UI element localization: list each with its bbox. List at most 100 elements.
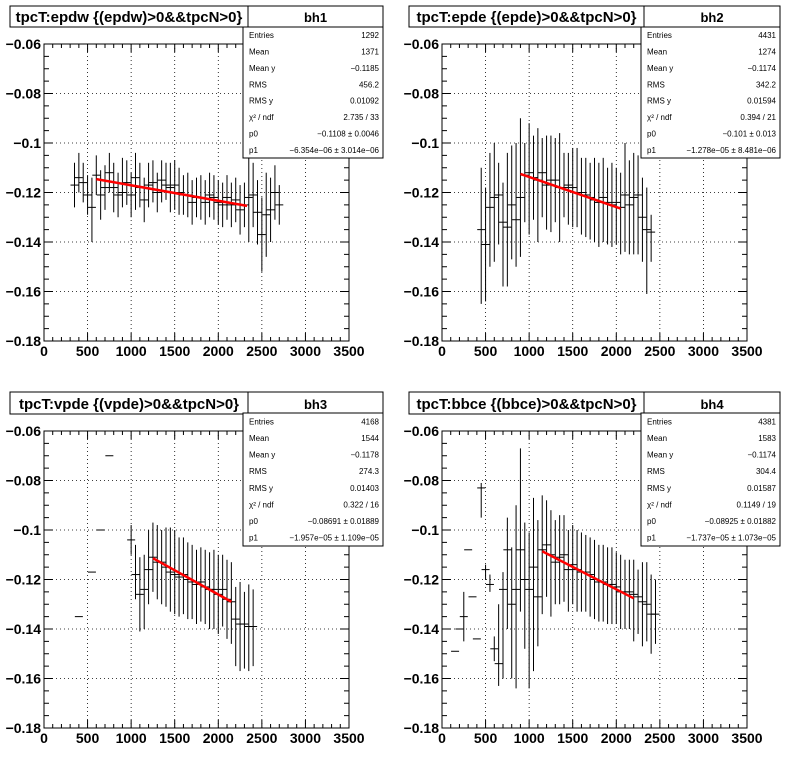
- stat-value: 0.01403: [350, 484, 379, 493]
- stat-value: 1544: [361, 434, 379, 443]
- data-point: [503, 517, 512, 629]
- stat-label: Mean y: [647, 451, 673, 460]
- stat-value: 1274: [758, 48, 776, 57]
- data-point: [148, 160, 157, 203]
- stat-value: −0.08691 ± 0.01889: [308, 517, 380, 526]
- data-point: [166, 527, 175, 612]
- data-point: [564, 530, 573, 612]
- data-point: [477, 482, 486, 518]
- y-tick-label: −0.1: [13, 522, 41, 538]
- data-point: [638, 562, 647, 647]
- plot-title: tpcT:bbce {(bbce)>0&&tpcN>0}: [416, 396, 636, 413]
- stat-value: 456.2: [359, 80, 380, 89]
- stat-value: −0.1178: [350, 451, 379, 460]
- stat-label: RMS y: [647, 484, 671, 493]
- data-point: [533, 520, 542, 647]
- stat-value: 304.4: [756, 467, 777, 476]
- data-point: [231, 586, 240, 667]
- stat-label: RMS: [647, 80, 665, 89]
- y-tick-label: −0.1: [13, 135, 41, 151]
- data-point: [494, 162, 503, 245]
- stat-value: 2.735 / 33: [343, 113, 379, 122]
- data-point: [209, 175, 218, 220]
- stats-box: [242, 26, 384, 159]
- data-point: [625, 160, 634, 255]
- stat-label: p0: [249, 129, 258, 138]
- data-point: [634, 569, 643, 634]
- data-point: [459, 591, 468, 642]
- stat-label: Entries: [249, 31, 274, 40]
- data-point: [499, 572, 507, 679]
- stat-label: RMS: [647, 467, 665, 476]
- y-tick-label: −0.18: [6, 333, 42, 349]
- data-point: [249, 162, 258, 228]
- x-tick-label: 3500: [333, 730, 364, 746]
- y-tick-label: −0.14: [6, 621, 42, 637]
- chart-panel-bh1: 0 500 1000 1500 2000 2500 3000 3500 −0.06 −0.08 −0…: [6, 5, 384, 359]
- data-point: [551, 138, 560, 223]
- y-tick-label: −0.08: [6, 473, 42, 489]
- stat-label: Mean: [249, 48, 269, 57]
- data-point: [223, 175, 231, 220]
- stat-value: 0.1149 / 19: [737, 500, 777, 509]
- hist-name: bh1: [304, 10, 327, 25]
- data-point: [74, 152, 83, 193]
- data-point: [109, 162, 118, 213]
- data-point: [266, 177, 275, 242]
- x-tick-label: 1000: [116, 343, 147, 359]
- data-point: [201, 180, 210, 225]
- y-tick-label: −0.12: [6, 572, 42, 588]
- chart-panel-bh3: 0 500 1000 1500 2000 2500 3000 3500 −0.06 −0.08 −0…: [6, 391, 384, 746]
- x-tick-label: 500: [474, 343, 498, 359]
- stat-label: RMS: [249, 80, 267, 89]
- y-tick-label: −0.08: [6, 86, 42, 102]
- stat-label: Mean y: [249, 451, 275, 460]
- x-tick-label: 2500: [246, 730, 277, 746]
- data-point: [105, 152, 114, 193]
- stat-value: −1.957e−05 ± 1.109e−05: [289, 534, 379, 543]
- y-tick-label: −0.12: [404, 572, 440, 588]
- data-point: [144, 530, 153, 605]
- y-tick-label: −0.1: [411, 135, 439, 151]
- x-tick-label: 1500: [557, 730, 588, 746]
- data-point: [647, 214, 656, 262]
- chart-panel-bh4: 0 500 1000 1500 2000 2500 3000 3500 −0.06 −0.08 −0…: [404, 391, 781, 746]
- x-tick-label: 500: [76, 730, 100, 746]
- x-tick-label: 0: [438, 730, 446, 746]
- stat-value: 0.394 / 21: [740, 113, 776, 122]
- data-point: [651, 579, 660, 644]
- data-point: [642, 187, 651, 294]
- data-point: [153, 172, 162, 213]
- stat-label: Entries: [647, 417, 672, 426]
- x-tick-label: 3000: [688, 730, 719, 746]
- x-tick-label: 1000: [116, 730, 147, 746]
- data-point: [101, 165, 109, 210]
- plot-title: tpcT:epde {(epde)>0&&tpcN>0}: [416, 9, 636, 26]
- data-point: [231, 177, 240, 223]
- data-point: [140, 177, 149, 223]
- x-tick-label: 1500: [557, 343, 588, 359]
- stat-value: 0.01587: [747, 484, 776, 493]
- stat-value: 4381: [758, 417, 776, 426]
- hist-name: bh2: [700, 10, 723, 25]
- stat-label: χ² / ndf: [647, 113, 672, 122]
- stat-value: 1583: [758, 434, 776, 443]
- x-tick-label: 1000: [514, 730, 545, 746]
- x-tick-label: 2500: [644, 343, 675, 359]
- data-point: [638, 177, 647, 262]
- data-points: [74, 455, 258, 672]
- data-point: [568, 147, 577, 228]
- stat-label: p0: [249, 517, 258, 526]
- data-point: [512, 143, 521, 267]
- chart-panel-bh2: 0 500 1000 1500 2000 2500 3000 3500 −0.06 −0.08 −0…: [404, 5, 781, 359]
- data-point: [490, 143, 499, 262]
- stat-value: 0.01594: [747, 97, 776, 106]
- data-point: [148, 522, 157, 592]
- stat-label: RMS y: [249, 484, 273, 493]
- data-point: [144, 162, 153, 208]
- hist-name: bh4: [700, 397, 724, 412]
- stat-label: p1: [647, 534, 656, 543]
- stat-value: 1292: [361, 31, 379, 40]
- data-point: [477, 167, 486, 304]
- data-point: [135, 557, 144, 632]
